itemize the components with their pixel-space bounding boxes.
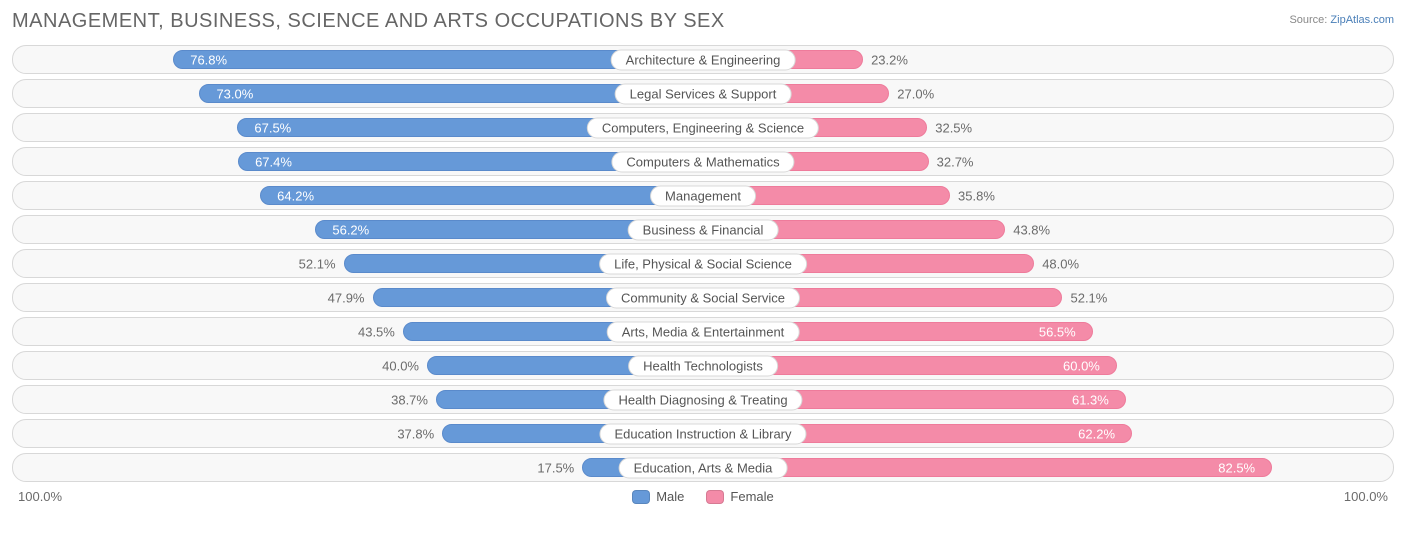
axis-left-label: 100.0% [18, 489, 62, 504]
diverging-bar-chart: 76.8% 23.2% Architecture & Engineering 73.0… [12, 45, 1394, 482]
female-value-label: 60.0% [1063, 358, 1100, 373]
male-value-label: 37.8% [397, 426, 434, 441]
category-label: Life, Physical & Social Science [599, 253, 807, 274]
chart-row: 43.5% 56.5% Arts, Media & Entertainment [12, 317, 1394, 346]
chart-row: 67.4% 32.7% Computers & Mathematics [12, 147, 1394, 176]
male-value-label: 67.5% [254, 120, 291, 135]
category-label: Legal Services & Support [615, 83, 792, 104]
female-value-label: 52.1% [1070, 290, 1107, 305]
male-value-label: 43.5% [358, 324, 395, 339]
category-label: Education Instruction & Library [599, 423, 806, 444]
category-label: Health Technologists [628, 355, 778, 376]
male-value-label: 73.0% [216, 86, 253, 101]
category-label: Business & Financial [628, 219, 779, 240]
male-bar [260, 186, 703, 205]
chart-row: 17.5% 82.5% Education, Arts & Media [12, 453, 1394, 482]
chart-row: 52.1% 48.0% Life, Physical & Social Scienc… [12, 249, 1394, 278]
chart-row: 67.5% 32.5% Computers, Engineering & Scien… [12, 113, 1394, 142]
female-bar [703, 458, 1272, 477]
chart-row: 47.9% 52.1% Community & Social Service [12, 283, 1394, 312]
female-value-label: 56.5% [1039, 324, 1076, 339]
male-value-label: 38.7% [391, 392, 428, 407]
category-label: Education, Arts & Media [619, 457, 788, 478]
female-value-label: 23.2% [871, 52, 908, 67]
legend-item-female: Female [706, 489, 773, 504]
female-value-label: 62.2% [1078, 426, 1115, 441]
male-swatch [632, 490, 650, 504]
male-value-label: 76.8% [190, 52, 227, 67]
legend-female-label: Female [730, 489, 773, 504]
chart-header: MANAGEMENT, BUSINESS, SCIENCE AND ARTS O… [12, 10, 1394, 33]
male-value-label: 56.2% [332, 222, 369, 237]
chart-row: 40.0% 60.0% Health Technologists [12, 351, 1394, 380]
source-label: Source: [1289, 14, 1327, 26]
female-value-label: 32.7% [937, 154, 974, 169]
chart-row: 56.2% 43.8% Business & Financial [12, 215, 1394, 244]
male-value-label: 67.4% [255, 154, 292, 169]
legend-male-label: Male [656, 489, 684, 504]
chart-row: 37.8% 62.2% Education Instruction & Librar… [12, 419, 1394, 448]
female-value-label: 27.0% [897, 86, 934, 101]
category-label: Health Diagnosing & Treating [603, 389, 802, 410]
chart-row: 73.0% 27.0% Legal Services & Support [12, 79, 1394, 108]
axis-legend-row: 100.0% Male Female 100.0% [12, 487, 1394, 504]
axis-right-label: 100.0% [1344, 489, 1388, 504]
category-label: Computers & Mathematics [611, 151, 794, 172]
legend-item-male: Male [632, 489, 684, 504]
male-value-label: 52.1% [299, 256, 336, 271]
male-value-label: 40.0% [382, 358, 419, 373]
female-value-label: 82.5% [1218, 460, 1255, 475]
legend: Male Female [632, 489, 774, 504]
category-label: Community & Social Service [606, 287, 800, 308]
source-name: ZipAtlas.com [1330, 14, 1394, 26]
category-label: Computers, Engineering & Science [587, 117, 819, 138]
category-label: Management [650, 185, 756, 206]
chart-row: 38.7% 61.3% Health Diagnosing & Treating [12, 385, 1394, 414]
chart-row: 64.2% 35.8% Management [12, 181, 1394, 210]
female-value-label: 35.8% [958, 188, 995, 203]
female-value-label: 61.3% [1072, 392, 1109, 407]
category-label: Arts, Media & Entertainment [607, 321, 800, 342]
female-value-label: 32.5% [935, 120, 972, 135]
source-attribution: Source: ZipAtlas.com [1289, 10, 1394, 26]
female-value-label: 43.8% [1013, 222, 1050, 237]
category-label: Architecture & Engineering [611, 49, 796, 70]
chart-title: MANAGEMENT, BUSINESS, SCIENCE AND ARTS O… [12, 10, 725, 33]
male-value-label: 17.5% [537, 460, 574, 475]
female-value-label: 48.0% [1042, 256, 1079, 271]
female-swatch [706, 490, 724, 504]
chart-row: 76.8% 23.2% Architecture & Engineering [12, 45, 1394, 74]
male-value-label: 47.9% [328, 290, 365, 305]
male-value-label: 64.2% [277, 188, 314, 203]
